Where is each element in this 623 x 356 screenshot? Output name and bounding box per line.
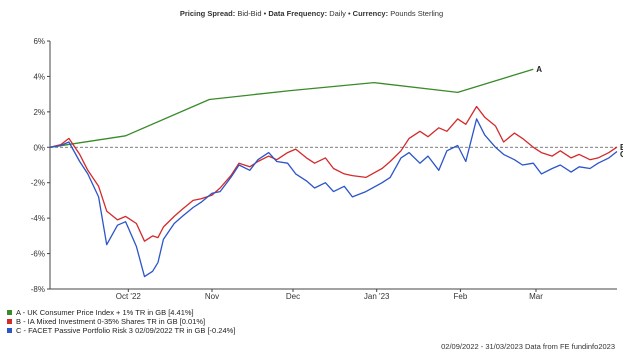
chart-legend: A - UK Consumer Price Index + 1% TR in G…: [7, 308, 235, 335]
y-tick-label: -6%: [31, 250, 45, 259]
legend-item: C - FACET Passive Portfolio Risk 3 02/09…: [7, 326, 235, 335]
series-end-label-c: C: [620, 150, 623, 159]
legend-label: C - FACET Passive Portfolio Risk 3 02/09…: [16, 326, 236, 335]
chart-axes: -8% -6% -4% -2% 0% 2% 4% 6% Oct '22 Nov Dec Jan '23…: [31, 37, 617, 301]
header-separator: •: [261, 9, 269, 18]
series-end-label-b: B: [620, 143, 623, 152]
legend-item: B - IA Mixed Investment 0-35% Shares TR …: [7, 317, 235, 326]
data-frequency-label: Data Frequency:: [268, 9, 328, 18]
y-tick-label: 4%: [33, 72, 45, 81]
currency-value: Pounds Sterling: [388, 9, 444, 18]
pricing-spread-value: Bid-Bid: [235, 9, 262, 18]
series-end-labels: A BC: [536, 65, 623, 159]
legend-item: A - UK Consumer Price Index + 1% TR in G…: [7, 308, 235, 317]
y-tick-label: -2%: [31, 179, 45, 188]
legend-swatch: [7, 328, 12, 333]
legend-swatch: [7, 319, 12, 324]
data-frequency-value: Daily: [327, 9, 346, 18]
y-tick-label: 0%: [33, 143, 45, 152]
series-line-c: [49, 118, 618, 278]
currency-label: Currency:: [352, 9, 389, 18]
date-range-footer: 02/09/2022 - 31/03/2023 Data from FE fun…: [441, 342, 615, 351]
y-tick-label: -4%: [31, 214, 45, 223]
x-tick-label: Dec: [286, 292, 300, 301]
x-tick-label: Oct '22: [116, 292, 142, 301]
x-tick-label: Nov: [205, 292, 219, 301]
chart-series: [49, 68, 618, 278]
header-separator: •: [345, 9, 353, 18]
legend-swatch: [7, 310, 12, 315]
series-line-a: [49, 68, 534, 148]
legend-label: A - UK Consumer Price Index + 1% TR in G…: [16, 308, 194, 317]
series-end-label-a: A: [536, 65, 542, 74]
chart-header: Pricing Spread: Bid-Bid • Data Frequency…: [0, 9, 623, 18]
y-tick-label: -8%: [31, 285, 45, 294]
y-tick-label: 6%: [33, 37, 45, 46]
x-tick-label: Jan '23: [364, 292, 390, 301]
x-tick-label: Mar: [529, 292, 543, 301]
legend-label: B - IA Mixed Investment 0-35% Shares TR …: [16, 317, 206, 326]
y-tick-label: 2%: [33, 108, 45, 117]
series-line-b: [49, 105, 618, 242]
x-tick-label: Feb: [454, 292, 468, 301]
pricing-spread-label: Pricing Spread:: [179, 9, 236, 18]
